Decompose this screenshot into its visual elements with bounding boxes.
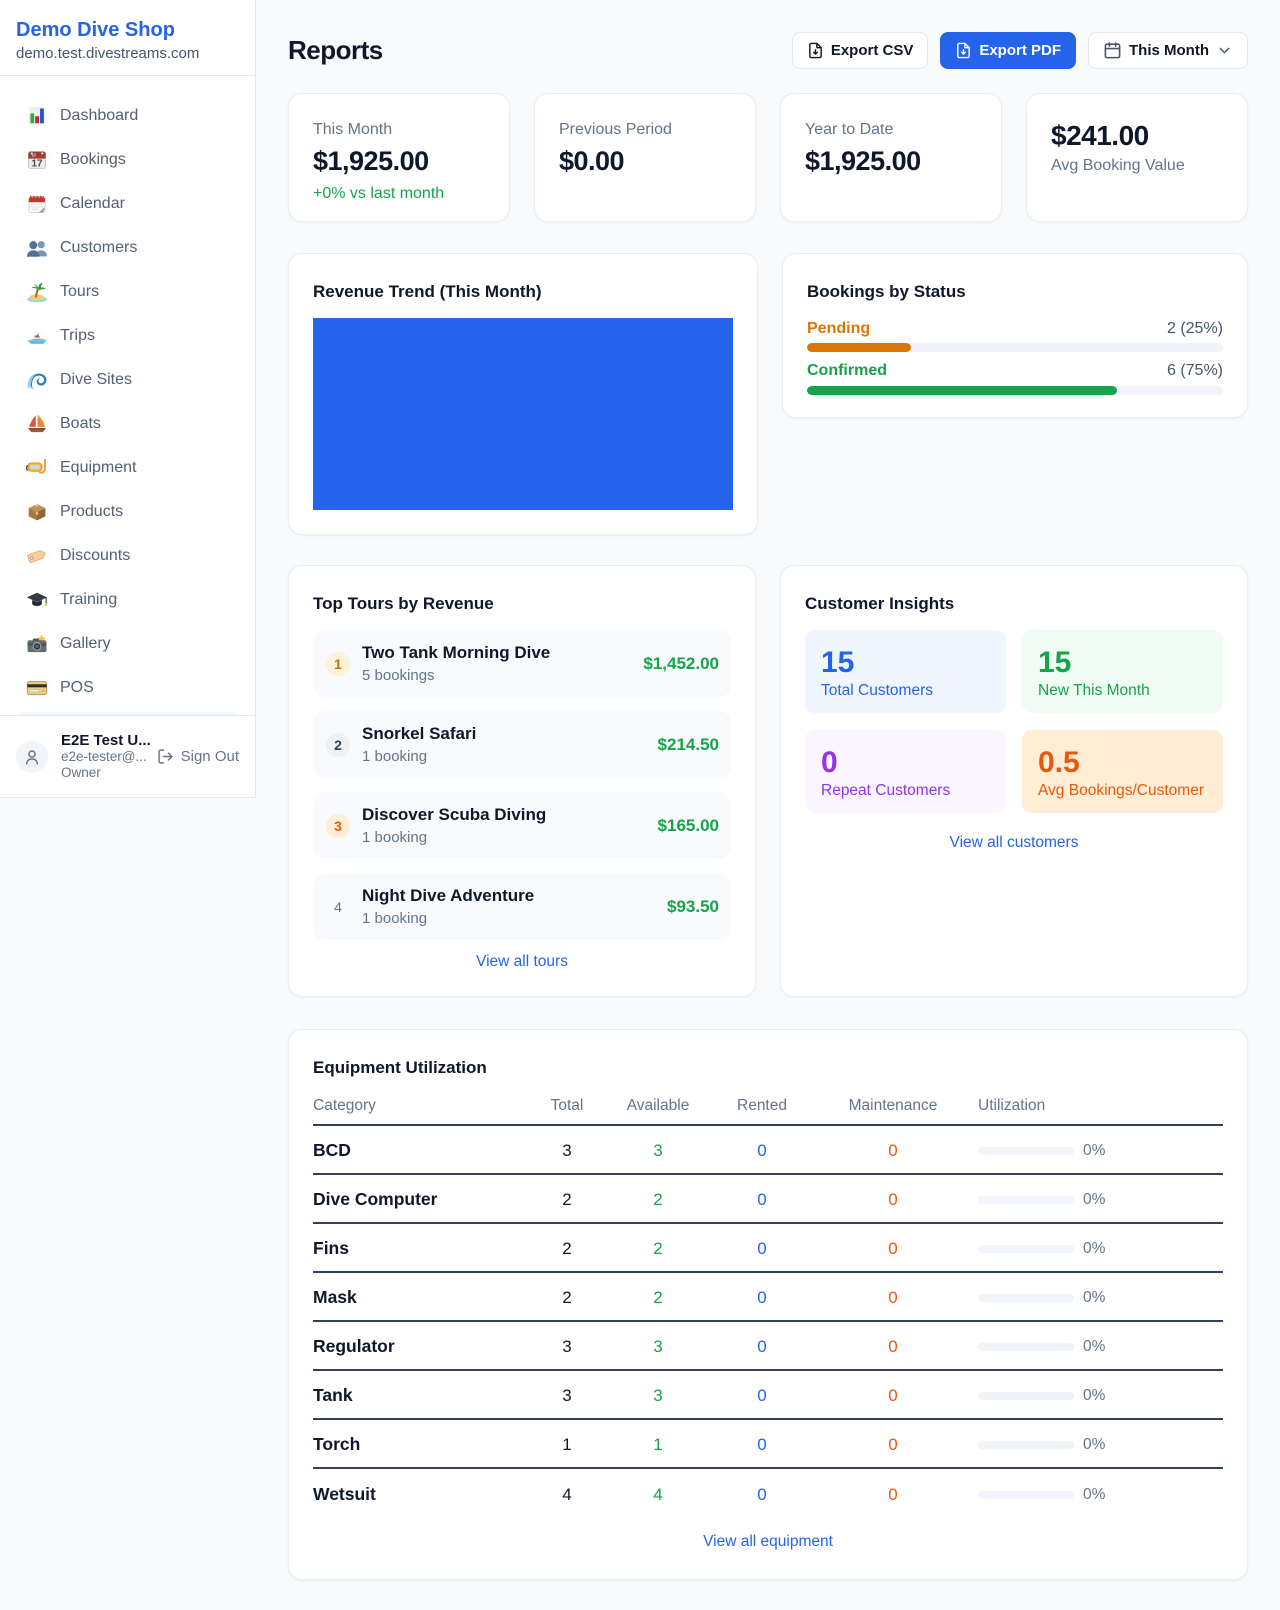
svg-text:17: 17 [31,159,43,170]
svg-text:M: M [32,153,36,159]
